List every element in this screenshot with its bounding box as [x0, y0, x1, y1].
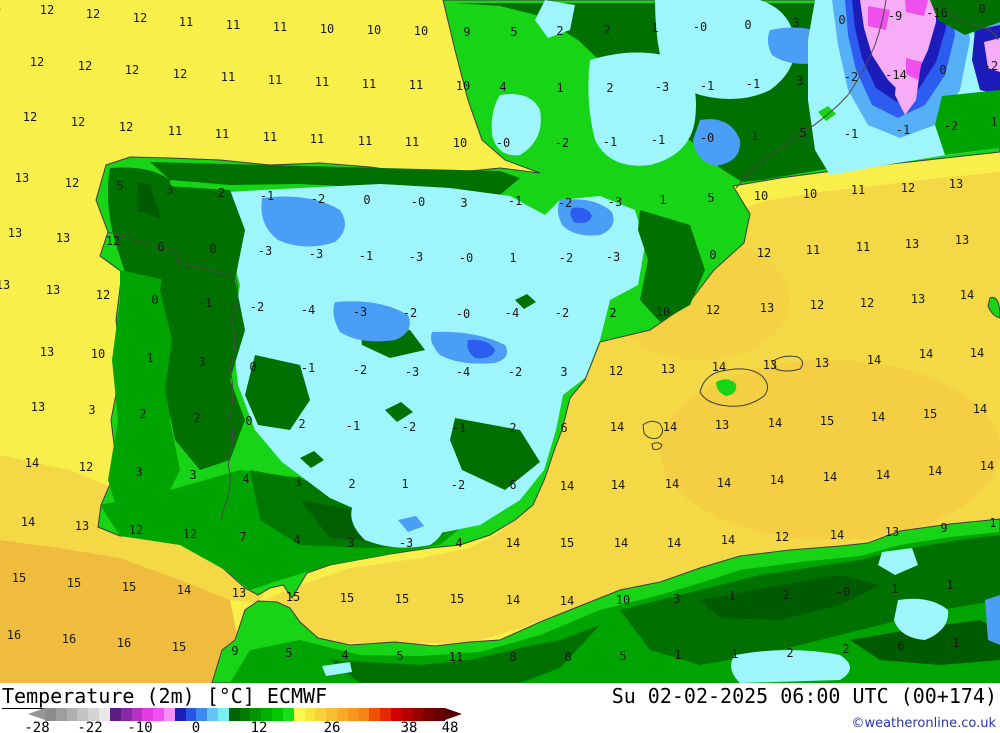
- colorbar-segment: [434, 708, 446, 721]
- colorbar-segment: [99, 708, 110, 721]
- colorbar-segment: [55, 708, 67, 721]
- colorbar-tick: 0: [191, 720, 201, 733]
- valid-datetime: Su 02-02-2025 06:00 UTC (00+174): [611, 684, 997, 708]
- colorbar-segment: [174, 708, 186, 721]
- colorbar-segment: [304, 708, 316, 721]
- legend-bar: Temperature (2m) [°C] ECMWF Su 02-02-202…: [0, 683, 1000, 733]
- colorbar-segment: [282, 708, 294, 721]
- colorbar: [45, 708, 446, 721]
- colorbar-segment: [347, 708, 359, 721]
- colorbar-tick: 12: [250, 720, 268, 733]
- map-graphic: [0, 0, 1000, 683]
- colorbar-segment: [120, 708, 132, 721]
- colorbar-segment: [239, 708, 251, 721]
- colorbar-tick: 26: [323, 720, 341, 733]
- parameter-unit: [°C]: [206, 684, 255, 708]
- colorbar-segment: [391, 708, 402, 721]
- copyright: ©weatheronline.co.uk: [851, 716, 996, 731]
- colorbar-segment: [315, 708, 327, 721]
- colorbar-tick: 38: [400, 720, 418, 733]
- colorbar-segment: [326, 708, 337, 721]
- colorbar-segment: [272, 708, 283, 721]
- colorbar-tick: -28: [24, 720, 50, 733]
- colorbar-segment: [336, 708, 348, 721]
- colorbar-segment: [109, 708, 121, 721]
- colorbar-segment: [163, 708, 175, 721]
- colorbar-segment: [142, 708, 154, 721]
- colorbar-segment: [185, 708, 197, 721]
- colorbar-tick: -22: [77, 720, 103, 733]
- colorbar-segment: [218, 708, 229, 721]
- colorbar-right-arrow-icon: [445, 708, 462, 720]
- model-name: ECMWF: [266, 684, 328, 708]
- colorbar-segment: [45, 708, 56, 721]
- colorbar-segment: [228, 708, 240, 721]
- colorbar-segment: [380, 708, 391, 721]
- legend-title: Temperature (2m) [°C] ECMWF: [2, 684, 328, 709]
- colorbar-segment: [293, 708, 305, 721]
- colorbar-segment: [250, 708, 262, 721]
- colorbar-segment: [153, 708, 164, 721]
- colorbar-segment: [66, 708, 78, 721]
- colorbar-segment: [261, 708, 273, 721]
- colorbar-tick: 48: [441, 720, 459, 733]
- weather-map: 1312121211111110101095221-0030-9-1601212…: [0, 0, 1000, 683]
- parameter-name: Temperature (2m): [2, 684, 195, 709]
- colorbar-segment: [196, 708, 208, 721]
- colorbar-segment: [423, 708, 435, 721]
- colorbar-segment: [207, 708, 218, 721]
- colorbar-segment: [358, 708, 370, 721]
- colorbar-segment: [88, 708, 100, 721]
- colorbar-segment: [369, 708, 381, 721]
- colorbar-tick: -10: [127, 720, 153, 733]
- colorbar-left-arrow-icon: [28, 708, 45, 720]
- colorbar-segment: [131, 708, 143, 721]
- colorbar-segment: [401, 708, 413, 721]
- colorbar-segment: [412, 708, 424, 721]
- colorbar-segment: [77, 708, 89, 721]
